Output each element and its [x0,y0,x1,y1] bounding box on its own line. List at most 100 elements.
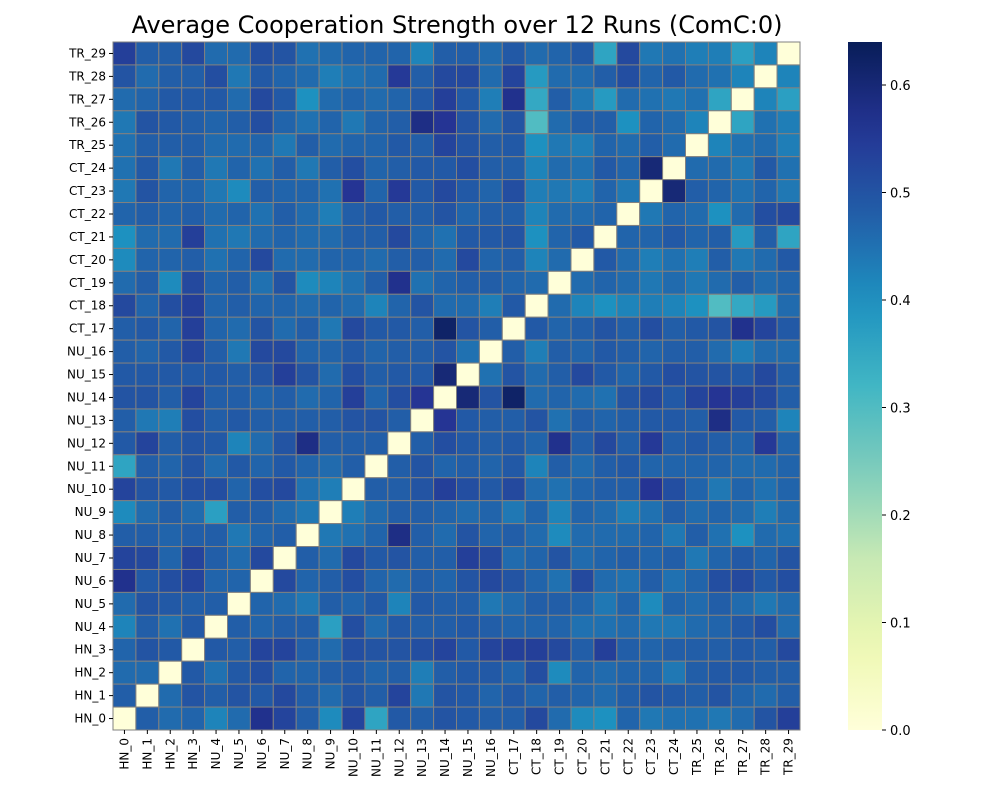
heatmap-cell [478,133,503,158]
heatmap-cell [593,87,618,112]
heatmap-cell [501,431,526,456]
heatmap-cell [204,568,229,593]
heatmap-cell [456,385,480,410]
heatmap-cell [204,546,229,570]
heatmap-cell [776,41,801,66]
heatmap-cell [570,500,595,525]
heatmap-cell [730,316,755,341]
heatmap-cell [410,41,435,66]
heatmap-cell [662,339,686,364]
heatmap-cell [707,408,732,433]
heatmap-cell [204,247,229,272]
heatmap-cell [364,477,389,502]
heatmap-cell [524,706,549,731]
heatmap-cell [135,637,160,662]
colorbar-tick-label: 0.6 [890,79,911,94]
heatmap-cell [135,454,160,479]
x-tick-label: CT_22 [621,738,635,775]
heatmap-cell [524,614,549,639]
heatmap-cell [662,614,686,639]
heatmap-cell [341,133,366,158]
heatmap-cell [707,224,732,249]
heatmap-cell [433,293,458,318]
heatmap-cell [524,637,549,662]
heatmap-cell [730,637,755,662]
heatmap-cell [112,133,137,158]
heatmap-cell [478,293,503,318]
heatmap-cell [433,706,458,731]
heatmap-cell [730,683,755,708]
heatmap-cell [295,339,320,364]
heatmap-cell [341,660,366,685]
heatmap-cell [616,110,641,135]
heatmap-cell [685,64,709,89]
heatmap-cell [341,385,366,410]
y-tick-label: CT_23 [69,184,106,198]
heatmap-cell [410,477,435,502]
heatmap-cell [181,591,206,616]
heatmap-cell [112,64,137,89]
heatmap-cell [593,362,618,387]
heatmap-cell [593,500,618,525]
heatmap-cell [478,110,503,135]
heatmap-cell [478,339,503,364]
heatmap-cell [478,224,503,249]
heatmap-cell [112,316,137,341]
y-tick-label: NU_4 [75,620,106,634]
heatmap-cell [204,408,229,433]
heatmap-cell [662,500,686,525]
heatmap-cell [524,202,549,226]
heatmap-cell [685,660,709,685]
heatmap-cell [662,706,686,731]
heatmap-cell [204,683,229,708]
heatmap-cell [112,362,137,387]
heatmap-cell [249,202,274,226]
heatmap-cell [616,523,641,548]
y-tick-label: NU_16 [67,345,106,359]
y-tick-label: NU_8 [75,528,106,542]
heatmap-cell [135,683,160,708]
heatmap-cell [501,316,526,341]
heatmap-cell [456,110,480,135]
heatmap-cell [410,270,435,295]
heatmap-cell [181,110,206,135]
heatmap-cell [249,41,274,66]
heatmap-cell [707,133,732,158]
heatmap-cell [181,293,206,318]
heatmap-cell [112,293,137,318]
heatmap-cell [730,293,755,318]
heatmap-cell [204,614,229,639]
heatmap-cell [433,477,458,502]
heatmap-cell [593,523,618,548]
heatmap-cell [501,477,526,502]
heatmap-cell [456,500,480,525]
heatmap-cell [364,431,389,456]
heatmap-cell [181,706,206,731]
heatmap-cell [135,568,160,593]
heatmap-cell [433,41,458,66]
heatmap-cell [341,706,366,731]
heatmap-cell [112,202,137,226]
heatmap-cell [341,339,366,364]
heatmap-cell [639,41,664,66]
heatmap-cell [616,568,641,593]
heatmap-cell [112,706,137,731]
heatmap-cell [685,706,709,731]
heatmap-cell [295,64,320,89]
heatmap-cell [524,110,549,135]
heatmap-cell [707,568,732,593]
heatmap-cell [593,568,618,593]
heatmap-cell [387,64,412,89]
heatmap-cell [272,202,297,226]
heatmap-cell [272,339,297,364]
x-tick-label: HN_1 [140,738,154,770]
heatmap-cell [249,614,274,639]
heatmap-cell [501,546,526,570]
heatmap-cell [707,339,732,364]
heatmap-cell [753,706,778,731]
heatmap-cell [478,706,503,731]
heatmap-cell [112,454,137,479]
chart-title: Average Cooperation Strength over 12 Run… [131,11,782,39]
heatmap-cell [456,454,480,479]
heatmap-cell [364,64,389,89]
